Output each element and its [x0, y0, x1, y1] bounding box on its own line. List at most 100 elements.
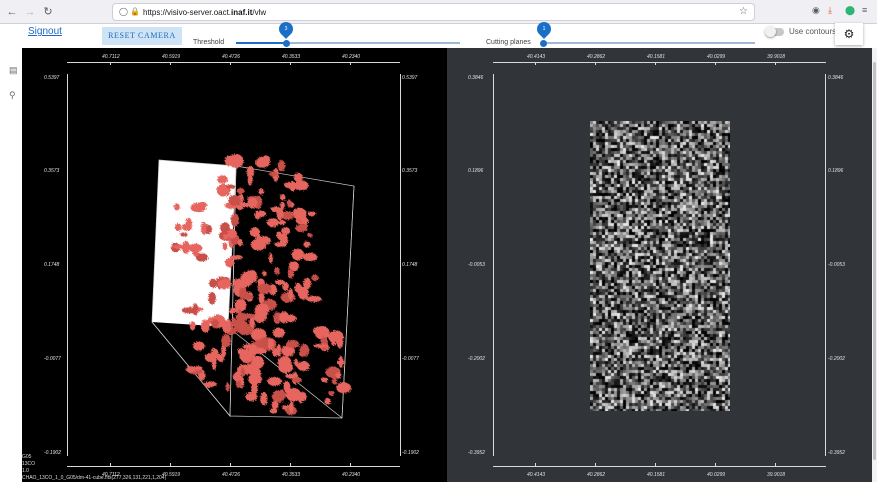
- isosurface-blob: [290, 389, 295, 400]
- settings-button[interactable]: ⚙: [835, 23, 863, 45]
- isosurface-blob: [200, 319, 210, 333]
- download-icon[interactable]: ⤓: [828, 5, 832, 15]
- isosurface-blob: [336, 336, 344, 349]
- bottom-tick: [350, 463, 351, 466]
- isosurface-blob: [225, 382, 230, 392]
- reset-camera-button[interactable]: RESET CAMERA: [102, 27, 182, 45]
- right-tick-label: 0.3846: [828, 75, 844, 81]
- right-tick-label: -0.2002: [828, 356, 845, 362]
- pocket-icon[interactable]: ◉: [812, 5, 820, 15]
- isosurface-blob: [249, 227, 260, 237]
- isosurface-blob: [209, 278, 218, 288]
- status-line-3: 1.0: [22, 468, 29, 474]
- isosurface-blob: [211, 319, 220, 329]
- left-axis: [493, 74, 494, 456]
- right-axis: [400, 74, 401, 456]
- isosurface-blob: [307, 233, 313, 238]
- bottom-tick-label: 40.7112: [102, 472, 120, 478]
- left-tick-label: 0.1896: [468, 168, 484, 174]
- isosurface-blob: [232, 320, 249, 329]
- isosurface-blob: [226, 319, 232, 333]
- search-icon[interactable]: ⚲: [9, 90, 16, 100]
- isosurface-blob: [268, 252, 273, 264]
- arrow-right-icon[interactable]: →: [24, 6, 36, 18]
- isosurface-blob: [258, 291, 265, 304]
- isosurface-blob: [314, 325, 330, 340]
- isosurface-blob: [280, 201, 285, 210]
- threshold-slider[interactable]: [236, 42, 460, 44]
- browser-toolbar: ← → ↻ ◯ 🔒 https://visivo-server.oact.ina…: [0, 0, 877, 24]
- isosurface-blob: [279, 311, 290, 324]
- address-bar[interactable]: ◯ 🔒 https://visivo-server.oact.inaf.it/v…: [112, 3, 755, 21]
- isosurface-blob: [251, 381, 258, 396]
- isosurface-blob: [297, 391, 307, 402]
- isosurface-blob: [226, 184, 236, 189]
- isosurface-blob: [246, 165, 255, 178]
- top-tick: [350, 62, 351, 65]
- isosurface-blob: [282, 210, 294, 220]
- isosurface-blob: [279, 194, 286, 201]
- isosurface-blob: [257, 282, 272, 295]
- isosurface-blob: [267, 377, 282, 386]
- right-axis: [825, 74, 826, 456]
- threshold-slider-thumb[interactable]: [283, 39, 290, 47]
- layers-icon[interactable]: ▤: [9, 65, 18, 75]
- isosurface-blob: [174, 223, 182, 232]
- right-tick-label: -0.0053: [828, 262, 845, 268]
- cutting-planes-slider[interactable]: [543, 42, 755, 44]
- isosurface-blob: [239, 286, 247, 300]
- isosurface-blob: [228, 195, 241, 206]
- isosurface-blob: [195, 253, 208, 262]
- reload-icon[interactable]: ↻: [43, 6, 53, 18]
- volume-render-canvas[interactable]: [22, 48, 447, 482]
- isosurface-blob: [291, 376, 302, 383]
- isosurface-blob: [237, 238, 243, 247]
- slice-image[interactable]: [590, 121, 730, 411]
- top-tick: [775, 62, 776, 65]
- right-tick-label: -0.3952: [828, 450, 845, 456]
- isosurface-blob: [251, 355, 265, 369]
- extension-icon[interactable]: ⬤: [845, 5, 856, 15]
- isosurface-blob: [287, 268, 293, 279]
- volume-render-view[interactable]: 40.7112 40.5919 40.4726 40.3533 40.2340 40.71…: [22, 48, 447, 482]
- isosurface-blob: [266, 218, 279, 228]
- slice-view[interactable]: 40.4143 40.2862 40.1581 40.0299 39.9018 40.41…: [447, 48, 872, 482]
- scrollbar-thumb[interactable]: [873, 62, 876, 460]
- use-contours-toggle[interactable]: [765, 26, 784, 37]
- status-line-4: CHAO_13CO_1_0_G05/dm-41-cube.fits(277,32…: [22, 475, 167, 481]
- bookmark-star-icon[interactable]: ☆: [739, 6, 748, 17]
- isosurface-blob: [284, 181, 294, 189]
- isosurface-blob: [336, 382, 352, 394]
- top-tick-label: 39.9018: [767, 54, 786, 60]
- use-contours-label: Use contours: [789, 27, 837, 36]
- top-tick: [715, 62, 716, 65]
- isosurface-blob: [217, 278, 232, 290]
- cutting-planes-slider-thumb[interactable]: [540, 39, 547, 47]
- isosurface-blob: [277, 160, 286, 172]
- signout-link[interactable]: Signout: [28, 26, 62, 37]
- bottom-tick-label: 40.4726: [222, 472, 241, 478]
- status-line-2: 13CO: [22, 461, 36, 467]
- arrow-left-icon[interactable]: ←: [6, 6, 18, 18]
- page-scrollbar[interactable]: [872, 48, 877, 482]
- isosurface-blob: [173, 203, 181, 211]
- isosurface-blob: [208, 292, 217, 305]
- isosurface-blob: [240, 367, 245, 378]
- isosurface-blob: [200, 221, 207, 235]
- isosurface-blob: [260, 392, 268, 406]
- gear-icon: ⚙: [843, 27, 855, 41]
- left-tick-label: -0.1902: [44, 450, 61, 456]
- right-tick-label: -0.0077: [402, 356, 419, 362]
- bottom-tick: [290, 463, 291, 466]
- isosurface-blob: [285, 373, 296, 379]
- menu-icon[interactable]: ≡: [862, 5, 868, 15]
- isosurface-blob: [192, 249, 199, 257]
- isosurface-blobs: [170, 154, 352, 416]
- isosurface-blob: [198, 202, 208, 209]
- status-line-1: G05: [22, 454, 32, 460]
- left-tick-label: 0.5397: [44, 75, 60, 81]
- top-tick: [110, 62, 111, 65]
- top-tick: [170, 62, 171, 65]
- top-tick-label: 40.4143: [527, 54, 546, 60]
- left-tick-label: -0.0077: [44, 356, 61, 362]
